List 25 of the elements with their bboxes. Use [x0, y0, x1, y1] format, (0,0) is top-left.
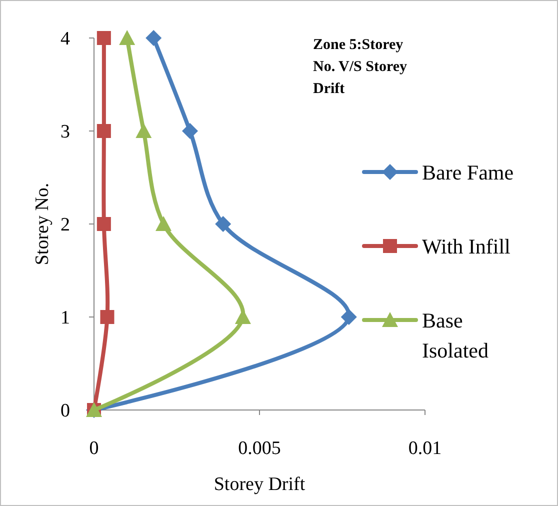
point — [146, 30, 162, 46]
point — [182, 123, 198, 139]
point — [215, 216, 232, 232]
y-tick-label: 3 — [60, 122, 70, 143]
point — [96, 217, 111, 231]
y-tick-label: 2 — [60, 214, 70, 236]
x-tick-label: 0.01 — [408, 438, 442, 459]
y-tick-label: 0 — [60, 400, 70, 422]
point — [100, 310, 114, 324]
y-axis-title: Storey No. — [32, 182, 53, 266]
point — [340, 309, 357, 325]
point — [96, 124, 111, 138]
x-tick-label: 0 — [89, 438, 99, 459]
x-tick-label: 0.005 — [238, 438, 281, 459]
x-axis-title: Storey Drift — [214, 474, 306, 495]
y-tick-label: 1 — [60, 308, 70, 329]
legend-label: Base Isolated — [422, 308, 489, 362]
point — [156, 216, 172, 231]
point — [136, 123, 152, 138]
legend-label: Bare Fame — [422, 160, 514, 184]
point — [119, 30, 136, 45]
text: Zone 5:Storey No. V/S Storey Drift — [313, 37, 408, 97]
y-tick-label: 4 — [60, 28, 70, 50]
point — [96, 31, 111, 45]
legend-label: With Infill — [422, 234, 511, 258]
